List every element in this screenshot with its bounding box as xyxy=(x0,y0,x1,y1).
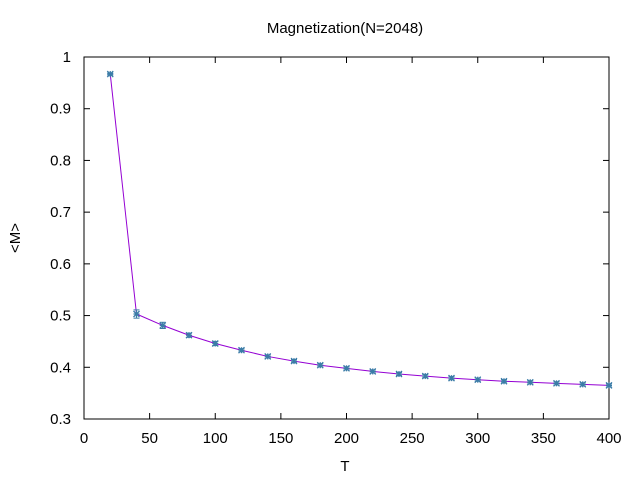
x-tick-label: 350 xyxy=(531,430,556,447)
data-point xyxy=(290,357,298,365)
data-point xyxy=(133,310,140,318)
y-tick-label: 0.5 xyxy=(50,308,71,325)
y-tick-label: 1 xyxy=(63,49,71,66)
data-point xyxy=(159,321,167,329)
data-point-stroke xyxy=(159,321,167,329)
data-point xyxy=(343,364,350,372)
data-point xyxy=(369,367,377,375)
data-point-stroke xyxy=(316,361,324,369)
x-tick-label: 50 xyxy=(141,430,158,447)
data-point-stroke xyxy=(579,380,587,388)
data-point-stroke xyxy=(106,70,114,78)
data-point-stroke xyxy=(211,340,219,347)
y-tick-label: 0.4 xyxy=(50,359,71,376)
data-point-stroke xyxy=(553,379,560,387)
data-point-stroke xyxy=(264,352,272,360)
x-tick-label: 300 xyxy=(465,430,490,447)
y-tick-label: 0.8 xyxy=(50,152,71,169)
y-tick-label: 0.6 xyxy=(50,256,71,273)
data-point xyxy=(238,346,245,354)
data-point-stroke xyxy=(448,374,455,382)
data-point-stroke xyxy=(290,357,298,365)
x-axis-label: T xyxy=(340,458,349,475)
data-point-stroke xyxy=(500,377,508,385)
y-tick-label: 0.9 xyxy=(50,101,71,118)
x-tick-label: 250 xyxy=(400,430,425,447)
y-tick-label: 0.3 xyxy=(50,411,71,428)
data-point xyxy=(526,378,534,386)
axis-ticks: 0 50 100 150 200 250 300 350 400 0.3 0.4 0.5 0.6 0.7 0… xyxy=(50,49,621,447)
data-point xyxy=(264,352,272,360)
data-point-stroke xyxy=(474,376,482,384)
data-series xyxy=(106,70,613,389)
data-point-stroke xyxy=(421,372,429,380)
x-tick-label: 200 xyxy=(334,430,359,447)
data-point xyxy=(185,331,193,339)
data-point xyxy=(106,70,114,78)
data-point xyxy=(316,361,324,369)
data-point-stroke xyxy=(395,370,403,378)
y-axis-label: <M> xyxy=(7,223,24,253)
data-point-stroke xyxy=(526,378,534,386)
data-point xyxy=(579,380,587,388)
y-tick-label: 0.7 xyxy=(50,204,71,221)
data-point xyxy=(421,372,429,380)
data-point-stroke xyxy=(185,331,193,339)
x-tick-label: 0 xyxy=(80,430,88,447)
data-point xyxy=(448,374,455,382)
x-tick-label: 100 xyxy=(203,430,228,447)
data-point xyxy=(474,376,482,384)
data-point-stroke xyxy=(605,381,613,389)
data-point xyxy=(395,370,403,378)
chart-title: Magnetization(N=2048) xyxy=(267,20,423,37)
data-point-stroke xyxy=(238,346,245,354)
data-point xyxy=(500,377,508,385)
x-tick-label: 150 xyxy=(268,430,293,447)
data-point-stroke xyxy=(133,310,140,318)
data-point xyxy=(605,381,613,389)
data-point xyxy=(553,379,560,387)
x-tick-label: 400 xyxy=(596,430,621,447)
series-line xyxy=(109,74,610,386)
data-point-stroke xyxy=(343,364,350,372)
data-point-stroke xyxy=(369,367,377,375)
data-point xyxy=(211,340,219,347)
